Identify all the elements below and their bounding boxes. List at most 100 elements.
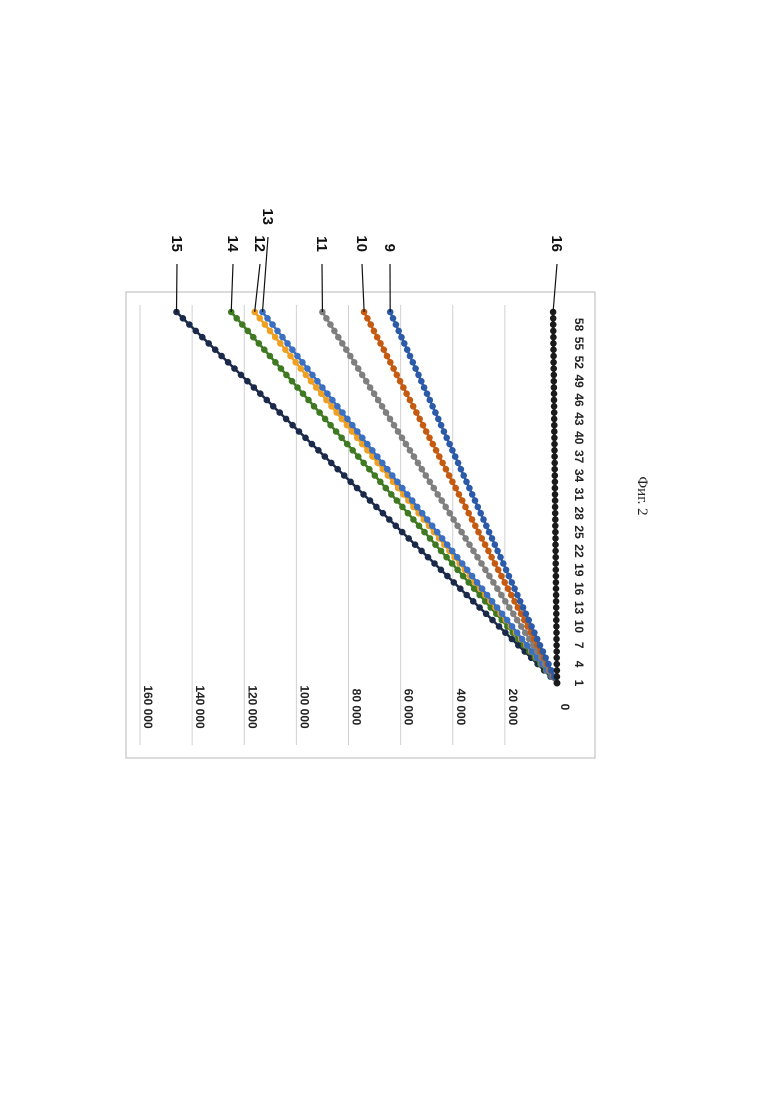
data-point — [199, 334, 206, 341]
data-point — [329, 397, 336, 404]
data-point — [423, 472, 430, 479]
data-point — [277, 340, 284, 347]
data-point — [305, 397, 312, 404]
data-point — [465, 510, 472, 517]
data-point — [450, 516, 457, 523]
data-point — [407, 353, 414, 360]
data-point — [244, 378, 251, 385]
data-point — [193, 328, 200, 335]
data-point — [551, 460, 558, 467]
data-point — [551, 378, 558, 385]
data-point — [384, 466, 391, 473]
data-point — [323, 397, 330, 404]
data-point — [482, 567, 489, 574]
data-point — [525, 617, 532, 624]
data-point — [314, 378, 321, 385]
data-point — [456, 491, 463, 498]
data-point — [446, 441, 453, 448]
data-point — [499, 611, 506, 618]
data-point — [475, 504, 482, 511]
data-point — [274, 328, 281, 335]
data-point — [550, 359, 557, 366]
data-point — [403, 390, 410, 397]
data-point — [443, 435, 450, 442]
data-point — [442, 504, 449, 511]
data-point — [551, 390, 558, 397]
data-point — [255, 340, 262, 347]
y-axis-tick-labels: 020 00040 00060 00080 000100 000120 0001… — [141, 685, 572, 729]
data-point — [264, 315, 271, 322]
data-point — [419, 466, 426, 473]
data-point — [414, 504, 421, 511]
data-point — [379, 460, 386, 467]
data-point — [498, 592, 505, 599]
data-point — [511, 585, 518, 592]
data-point — [399, 485, 406, 492]
data-point — [374, 453, 381, 460]
data-point — [299, 359, 306, 366]
data-point — [407, 447, 414, 454]
data-point — [495, 567, 502, 574]
data-point — [427, 535, 434, 542]
data-point — [267, 353, 274, 360]
data-point — [308, 378, 315, 385]
y-tick-label: 140 000 — [193, 685, 207, 729]
data-point — [553, 617, 560, 624]
data-point — [212, 346, 219, 353]
x-tick-label: 49 — [572, 374, 586, 388]
data-point — [384, 353, 391, 360]
data-point — [391, 422, 398, 429]
data-point — [492, 560, 499, 567]
data-point — [438, 422, 445, 429]
data-point — [551, 372, 558, 379]
data-point — [393, 321, 400, 328]
data-point — [415, 372, 422, 379]
data-point — [397, 378, 404, 385]
data-point — [498, 573, 505, 580]
y-tick-label: 20 000 — [506, 689, 520, 726]
data-point — [424, 390, 431, 397]
data-point — [551, 397, 558, 404]
data-point — [506, 604, 513, 611]
data-point — [510, 611, 517, 618]
data-point — [427, 397, 434, 404]
data-point — [551, 403, 558, 410]
data-point — [490, 579, 497, 586]
data-point — [383, 409, 390, 416]
data-point — [347, 479, 354, 486]
data-point — [553, 629, 560, 636]
data-point — [379, 403, 386, 410]
data-point — [218, 353, 225, 360]
data-point — [316, 409, 323, 416]
data-point — [233, 315, 240, 322]
data-point — [366, 466, 373, 473]
data-point — [322, 453, 329, 460]
data-point — [443, 466, 450, 473]
data-point — [300, 390, 307, 397]
data-point — [250, 334, 257, 341]
data-point — [347, 353, 354, 360]
data-point — [550, 340, 557, 347]
x-tick-label: 19 — [572, 563, 586, 577]
data-point — [472, 523, 479, 530]
figure-caption: Фиг. 2 — [634, 476, 650, 515]
data-point — [528, 623, 535, 630]
data-point — [323, 315, 330, 322]
x-tick-label: 46 — [572, 393, 586, 407]
data-point — [404, 491, 411, 498]
series-label: 9 — [381, 244, 398, 252]
data-point — [257, 390, 264, 397]
data-point — [339, 409, 346, 416]
data-point — [477, 510, 484, 517]
data-point — [298, 365, 305, 372]
data-point — [401, 340, 408, 347]
data-point — [380, 510, 387, 517]
data-point — [551, 416, 558, 423]
data-point — [553, 648, 560, 655]
data-point — [363, 378, 370, 385]
data-point — [409, 497, 416, 504]
data-point — [390, 365, 397, 372]
data-point — [315, 447, 322, 454]
data-point — [524, 642, 531, 649]
data-point — [418, 548, 425, 555]
